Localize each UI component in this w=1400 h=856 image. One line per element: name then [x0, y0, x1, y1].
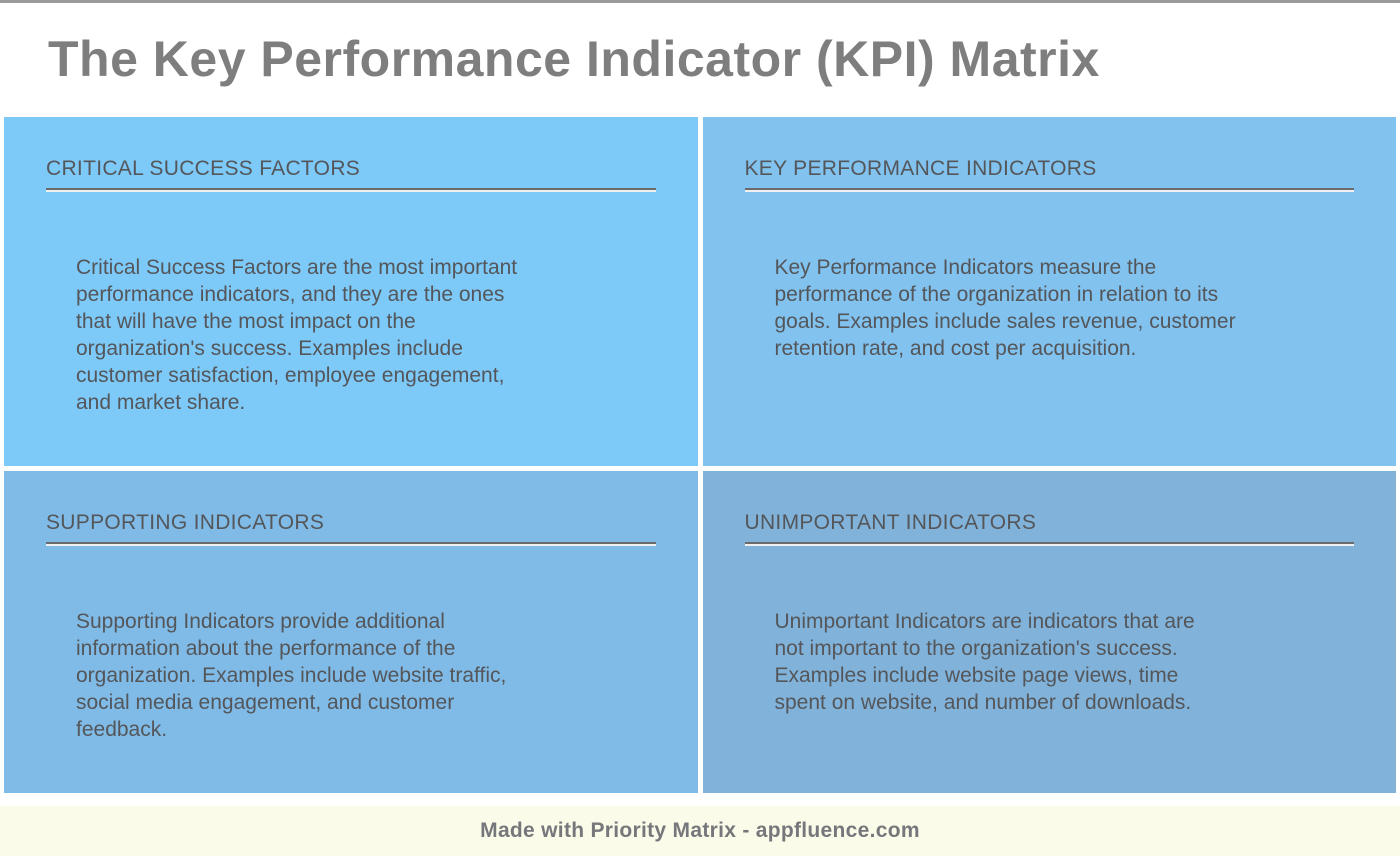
- quadrant-title-underline: [46, 542, 656, 546]
- quadrant-title-underline: [744, 188, 1354, 192]
- quadrant-critical-success-factors: CRITICAL SUCCESS FACTORS Critical Succes…: [4, 117, 698, 466]
- quadrant-body: Supporting Indicators provide additional…: [76, 610, 507, 741]
- quadrant-title-underline: [744, 542, 1354, 546]
- quadrant-body: Key Performance Indicators measure the p…: [774, 256, 1236, 360]
- kpi-matrix-page: The Key Performance Indicator (KPI) Matr…: [0, 3, 1400, 856]
- quadrant-body: Unimportant Indicators are indicators th…: [774, 610, 1195, 714]
- quadrant-title: KEY PERFORMANCE INDICATORS: [744, 157, 1097, 180]
- quadrant-title: CRITICAL SUCCESS FACTORS: [46, 157, 361, 180]
- quadrant-title: SUPPORTING INDICATORS: [46, 511, 325, 534]
- quadrant-key-performance-indicators: KEY PERFORMANCE INDICATORS Key Performan…: [702, 117, 1396, 466]
- kpi-matrix-grid: CRITICAL SUCCESS FACTORS Critical Succes…: [4, 117, 1396, 793]
- quadrant-supporting-indicators: SUPPORTING INDICATORS Supporting Indicat…: [4, 471, 698, 793]
- footer-bar: Made with Priority Matrix - appfluence.c…: [0, 806, 1400, 856]
- quadrant-title-underline: [46, 188, 656, 192]
- page-header: The Key Performance Indicator (KPI) Matr…: [0, 3, 1400, 117]
- quadrant-title: UNIMPORTANT INDICATORS: [744, 511, 1037, 534]
- quadrant-unimportant-indicators: UNIMPORTANT INDICATORS Unimportant Indic…: [702, 471, 1396, 793]
- footer-text: Made with Priority Matrix - appfluence.c…: [480, 819, 920, 842]
- quadrant-body: Critical Success Factors are the most im…: [76, 256, 518, 414]
- page-title: The Key Performance Indicator (KPI) Matr…: [48, 31, 1100, 87]
